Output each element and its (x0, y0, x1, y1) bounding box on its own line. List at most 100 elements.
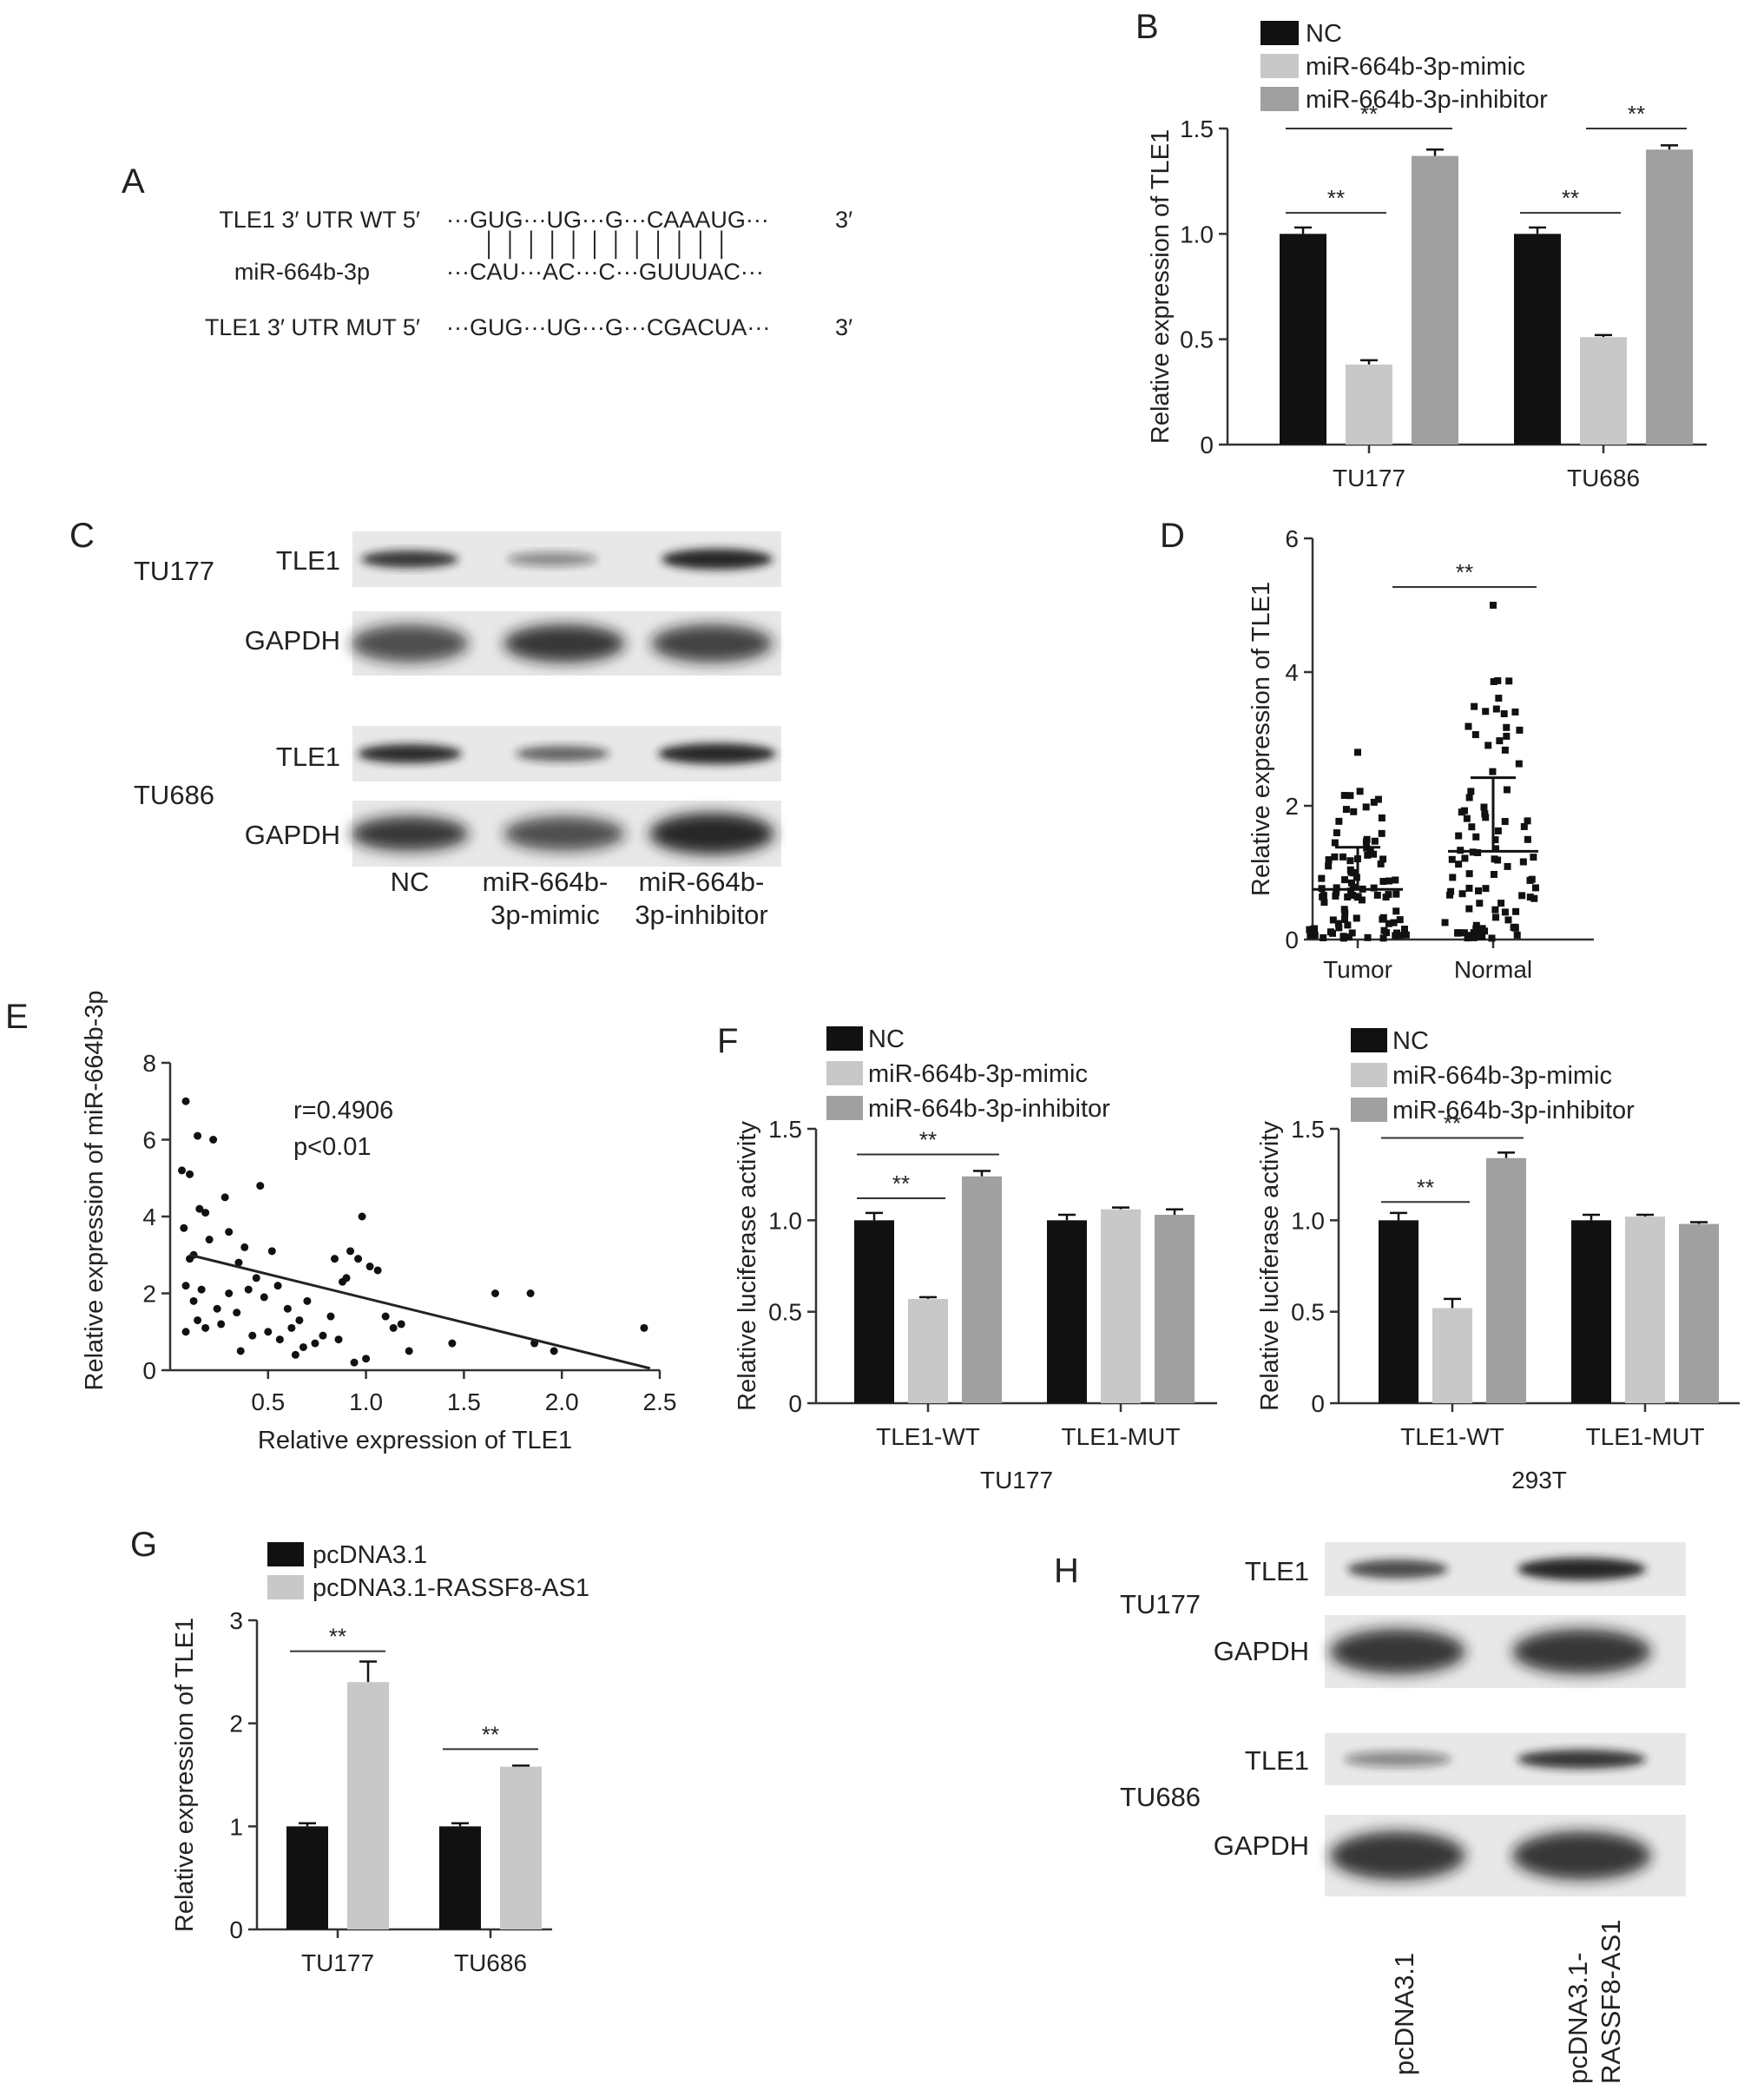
data-point (1341, 909, 1349, 917)
panel-a-alignment: TLE1 3′ UTR WT 5′ ···GUG···UG···G···CAAA… (205, 207, 852, 340)
data-point (1491, 855, 1498, 863)
data-point (1480, 803, 1488, 811)
blot-h-band-label-1: TLE1 (1245, 1556, 1309, 1586)
data-point (1370, 798, 1378, 806)
blot-c-lane-label-2b: 3p-mimic (490, 900, 600, 930)
data-point (373, 1266, 382, 1275)
protein-band (361, 551, 458, 568)
x-axis-label: TU177 (980, 1467, 1053, 1494)
blot-c-band-label-2: GAPDH (245, 625, 340, 656)
legend-swatch-mimic (1260, 54, 1299, 78)
x-tick-label: TLE1-WT (876, 1423, 980, 1450)
blot-c-lane-label-3: miR-664b- (639, 867, 765, 897)
blot-c-band-label-1: TLE1 (276, 545, 340, 576)
data-point (194, 1131, 202, 1140)
significance-label: ** (1417, 1174, 1434, 1200)
data-point (1461, 854, 1469, 862)
significance-label: ** (1628, 101, 1645, 127)
regression-line (189, 1253, 651, 1370)
data-point (526, 1289, 535, 1297)
y-tick-label: 1.0 (1180, 221, 1214, 247)
wt-sequence: ···GUG···UG···G···CAAAUG··· (446, 207, 769, 233)
significance-label: ** (1444, 1111, 1461, 1137)
data-point (1386, 877, 1393, 885)
mut-label: TLE1 3′ UTR MUT 5′ (205, 314, 420, 340)
legend-label-nc: NC (1392, 1027, 1429, 1055)
data-point (1392, 890, 1400, 898)
y-tick-label: 1.5 (1180, 115, 1214, 142)
data-point (1467, 788, 1475, 795)
data-point (1505, 677, 1513, 685)
data-point (1504, 862, 1511, 870)
y-axis-label: Relative expression of TLE1 (171, 1618, 199, 1932)
y-tick-label: 1.5 (1291, 1116, 1325, 1143)
panel-d-scatter-plot: 0 2 4 6 Relative expression of TLE1 Tumor Norm… (1247, 525, 1594, 983)
data-point (1344, 894, 1352, 901)
blot-h-lane-label-2b: RASSF8-AS1 (1596, 1919, 1626, 2084)
data-point (1501, 746, 1509, 754)
bar (1486, 1157, 1526, 1403)
data-point (1449, 874, 1457, 881)
y-tick-label: 0 (229, 1916, 243, 1943)
data-point (275, 1335, 284, 1344)
y-tick-label: 0 (788, 1390, 802, 1417)
data-point (1309, 926, 1317, 933)
data-point (1491, 836, 1499, 844)
panel-label-a: A (122, 162, 145, 201)
data-point (311, 1339, 319, 1348)
data-point (299, 1342, 307, 1351)
data-point (1306, 926, 1313, 933)
data-point (1465, 932, 1473, 940)
blot-c-lane-label-1: NC (391, 867, 430, 897)
data-point (1334, 920, 1342, 927)
legend-label-mimic: miR-664b-3p-mimic (868, 1060, 1088, 1088)
bar (1412, 155, 1458, 445)
data-point (1441, 919, 1449, 927)
legend-label-nc: NC (1306, 20, 1342, 48)
data-point (1454, 929, 1462, 937)
bar (1346, 364, 1392, 445)
panel-label-h: H (1054, 1552, 1079, 1590)
bar (1580, 337, 1627, 445)
data-point (291, 1350, 299, 1359)
protein-band (1330, 1831, 1465, 1880)
data-point (1331, 853, 1339, 861)
legend-swatch-inhibitor (1351, 1098, 1387, 1122)
data-point (1358, 896, 1366, 904)
protein-band (651, 624, 773, 663)
data-point (186, 1170, 194, 1178)
data-point (213, 1304, 221, 1313)
significance-label: ** (1360, 101, 1378, 127)
data-point (217, 1320, 226, 1329)
data-point (1490, 677, 1497, 685)
data-point (354, 1255, 363, 1263)
mut-sequence: ···GUG···UG···G···CGACUA··· (446, 314, 770, 340)
panel-c-western-blot: TU177 TU686 TLE1 GAPDH TLE1 GAPDH NC miR… (134, 531, 781, 930)
data-point (389, 1323, 398, 1332)
blot-h-cell-line-2: TU686 (1120, 1782, 1201, 1812)
x-tick-label: TU686 (1567, 465, 1640, 491)
data-point (1475, 887, 1483, 894)
data-point (1497, 900, 1505, 907)
significance-label: ** (1327, 185, 1345, 211)
protein-band (658, 743, 776, 764)
blot-c-cell-line-1: TU177 (134, 556, 214, 586)
data-point (303, 1296, 312, 1305)
protein-band (1344, 1751, 1451, 1767)
data-point (1482, 708, 1490, 715)
mut-end: 3′ (835, 314, 852, 340)
y-axis-label: Relative expression of TLE1 (1247, 582, 1275, 896)
blot-h-lane-label-1: pcDNA3.1 (1389, 1953, 1419, 2075)
legend-swatch-nc (826, 1026, 863, 1051)
bar (347, 1682, 389, 1929)
legend-label-mimic: miR-664b-3p-mimic (1306, 53, 1525, 81)
legend-swatch-mimic (1351, 1063, 1387, 1087)
data-point (1356, 788, 1364, 795)
panel-label-b: B (1135, 8, 1159, 46)
bar (1571, 1220, 1611, 1403)
protein-band (649, 813, 774, 854)
data-point (273, 1282, 282, 1290)
legend-swatch-pcdna (267, 1542, 304, 1566)
y-tick-label: 0 (1200, 432, 1214, 458)
significance-label: ** (892, 1170, 910, 1197)
